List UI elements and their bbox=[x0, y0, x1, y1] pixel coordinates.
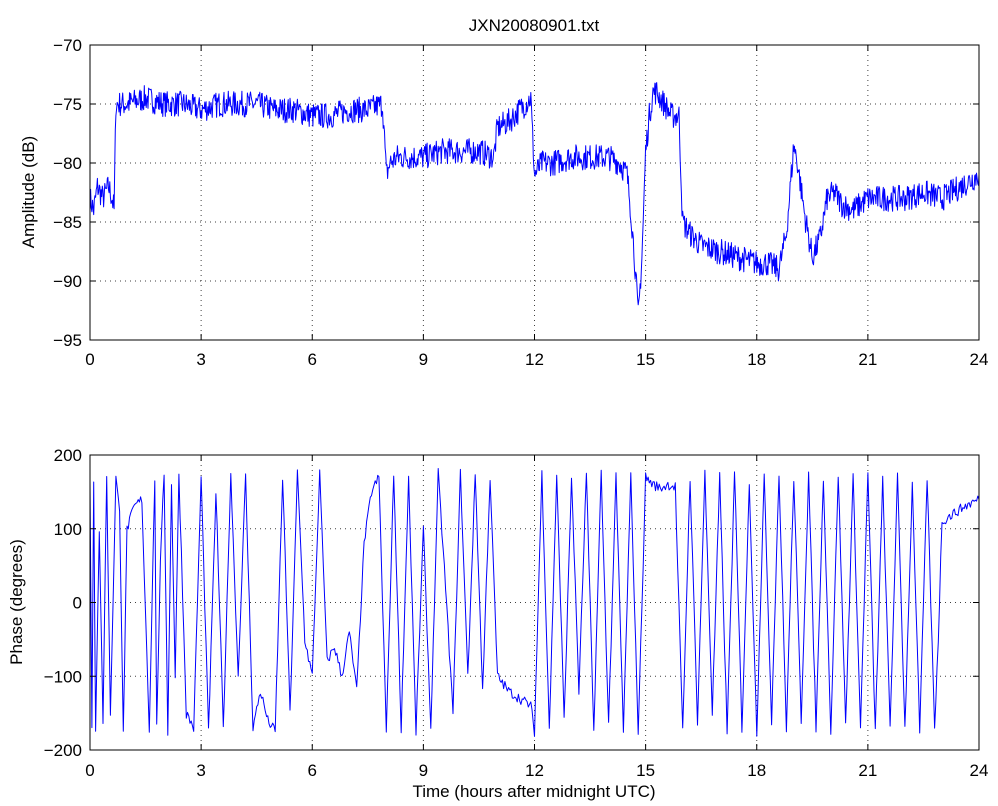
phase-x-tick-label: 3 bbox=[196, 761, 205, 780]
amplitude-x-tick-label: 18 bbox=[747, 350, 766, 369]
amplitude-y-tick-label: −70 bbox=[53, 36, 82, 55]
phase-x-tick-label: 15 bbox=[636, 761, 655, 780]
phase-x-tick-label: 0 bbox=[85, 761, 94, 780]
phase-ticks: 0 3 6 9 12 15 18 21 24 200 100 0 −100 −200 bbox=[44, 446, 989, 780]
phase-y-tick-label: 0 bbox=[73, 594, 82, 613]
phase-x-tick-label: 9 bbox=[419, 761, 428, 780]
phase-grid bbox=[90, 455, 979, 750]
amplitude-y-tick-label: −90 bbox=[53, 272, 82, 291]
amplitude-y-tick-label: −85 bbox=[53, 213, 82, 232]
phase-x-tick-label: 24 bbox=[970, 761, 989, 780]
phase-y-tick-label: −200 bbox=[44, 741, 82, 760]
phase-series-line bbox=[89, 468, 980, 737]
amplitude-y-tick-label: −80 bbox=[53, 154, 82, 173]
phase-x-tick-label: 18 bbox=[747, 761, 766, 780]
amplitude-x-tick-label: 0 bbox=[85, 350, 94, 369]
phase-chart: 0 3 6 9 12 15 18 21 24 200 100 0 −100 −200 Phase (deg… bbox=[7, 446, 988, 801]
phase-x-tick-label: 21 bbox=[858, 761, 877, 780]
amplitude-x-tick-label: 15 bbox=[636, 350, 655, 369]
phase-y-axis-label: Phase (degrees) bbox=[7, 539, 26, 665]
amplitude-chart-title: JXN20080901.txt bbox=[469, 16, 600, 35]
amplitude-y-axis-label: Amplitude (dB) bbox=[19, 136, 38, 248]
phase-y-tick-label: −100 bbox=[44, 667, 82, 686]
amplitude-series-line bbox=[89, 82, 980, 306]
amplitude-y-tick-label: −75 bbox=[53, 95, 82, 114]
phase-x-axis-label: Time (hours after midnight UTC) bbox=[412, 782, 655, 801]
amplitude-x-tick-label: 3 bbox=[196, 350, 205, 369]
amplitude-x-tick-label: 6 bbox=[308, 350, 317, 369]
amplitude-ticks: 0 3 6 9 12 15 18 21 24 −70 −75 −80 −85 −90 −95 bbox=[53, 36, 988, 369]
phase-x-tick-label: 6 bbox=[308, 761, 317, 780]
amplitude-chart: JXN20080901.txt 0 3 6 9 12 15 18 21 24 −70 −75 −80 −… bbox=[19, 16, 988, 369]
amplitude-grid bbox=[90, 45, 979, 340]
amplitude-x-tick-label: 21 bbox=[858, 350, 877, 369]
phase-x-tick-label: 12 bbox=[525, 761, 544, 780]
amplitude-x-tick-label: 12 bbox=[525, 350, 544, 369]
phase-y-tick-label: 100 bbox=[54, 520, 82, 539]
phase-y-tick-label: 200 bbox=[54, 446, 82, 465]
amplitude-y-tick-label: −95 bbox=[53, 331, 82, 350]
amplitude-x-tick-label: 24 bbox=[970, 350, 989, 369]
amplitude-x-tick-label: 9 bbox=[419, 350, 428, 369]
